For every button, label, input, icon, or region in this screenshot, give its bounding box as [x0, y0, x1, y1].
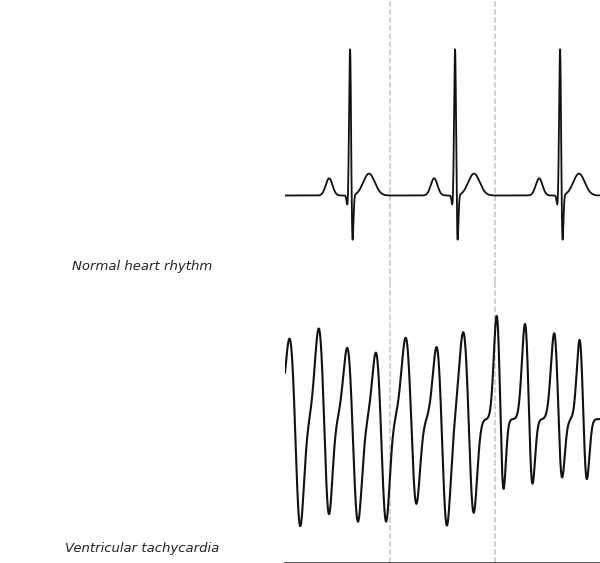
- Text: Normal heart rhythm: Normal heart rhythm: [73, 260, 212, 273]
- Text: Ventricular tachycardia: Ventricular tachycardia: [65, 542, 220, 555]
